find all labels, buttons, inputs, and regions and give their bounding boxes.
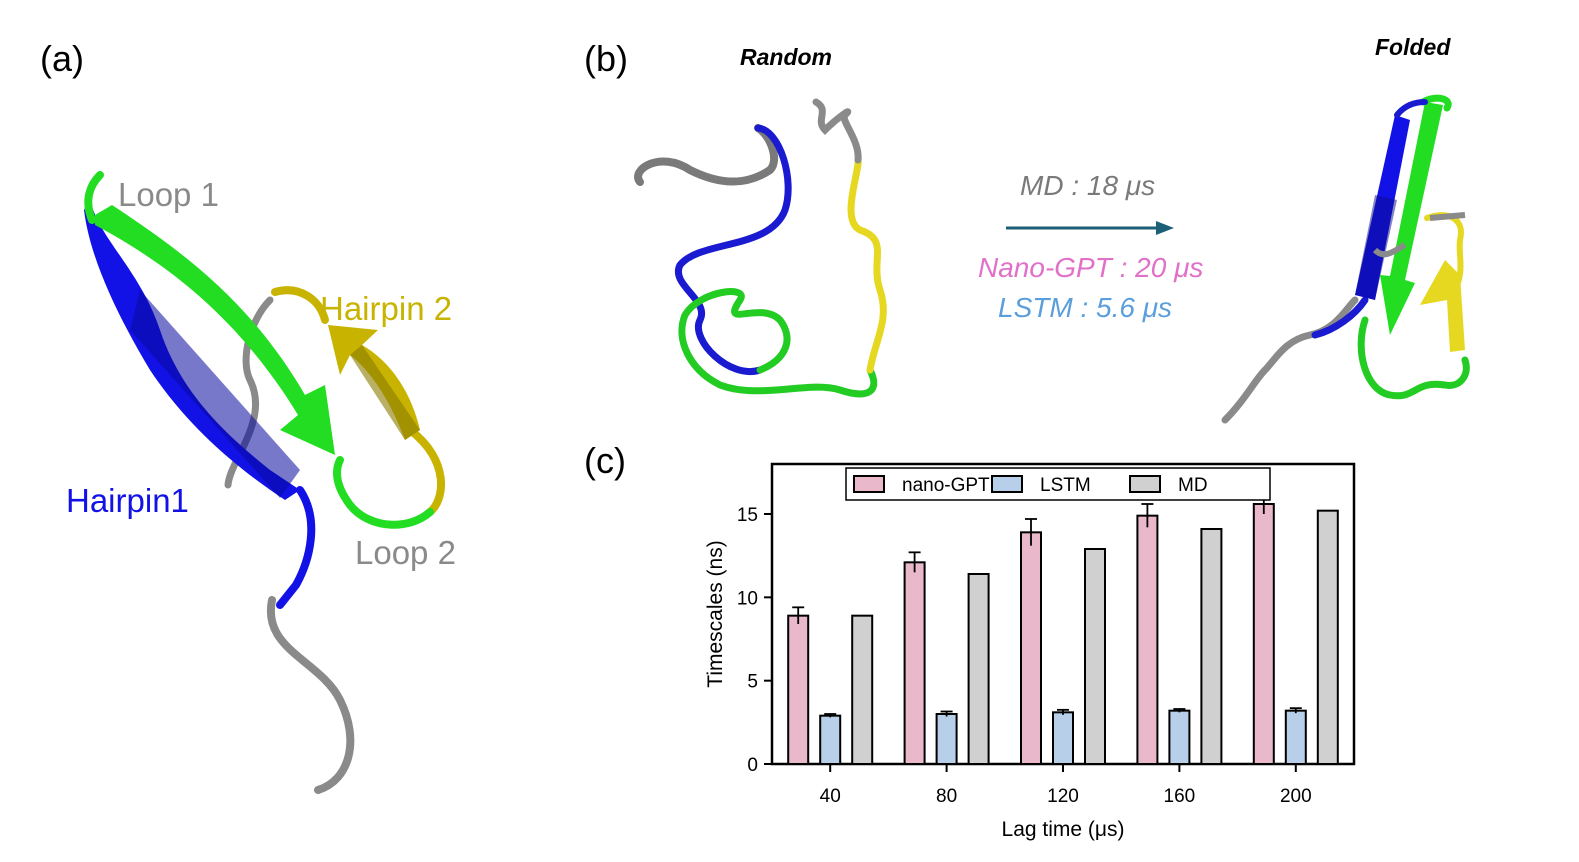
folded-structure bbox=[1221, 94, 1470, 424]
bar-md bbox=[851, 614, 874, 765]
y-tick-label: 15 bbox=[737, 505, 758, 526]
legend-label-md: MD bbox=[1178, 475, 1208, 496]
hairpin2-label: Hairpin 2 bbox=[320, 290, 453, 327]
bar-md bbox=[1316, 509, 1339, 765]
legend-swatch-md bbox=[1129, 475, 1161, 493]
panel-a-label: (a) bbox=[40, 38, 84, 79]
legend-swatch-lstm bbox=[991, 475, 1023, 493]
bar-nano-gpt bbox=[1136, 514, 1159, 765]
y-tick-label: 5 bbox=[747, 672, 758, 693]
bar-nano-gpt bbox=[1252, 503, 1275, 765]
panel-b-label: (b) bbox=[584, 38, 628, 79]
x-tick-label: 80 bbox=[936, 786, 957, 807]
loop2-label: Loop 2 bbox=[355, 534, 456, 571]
md-time-label: MD : 18 μs bbox=[1020, 170, 1156, 201]
loop1-label: Loop 1 bbox=[118, 176, 219, 213]
bar-md bbox=[967, 573, 990, 765]
x-tick-label: 120 bbox=[1047, 786, 1079, 807]
bar-lstm bbox=[819, 714, 842, 765]
folded-state-label: Folded bbox=[1375, 34, 1451, 60]
bar-nano-gpt bbox=[1020, 531, 1042, 766]
hairpin1-label: Hairpin1 bbox=[66, 482, 189, 519]
legend-label-nano-gpt: nano-GPT bbox=[902, 475, 990, 496]
y-tick-label: 10 bbox=[737, 588, 758, 609]
legend-label-lstm: LSTM bbox=[1040, 475, 1091, 496]
bar-lstm bbox=[935, 713, 958, 765]
timescales-bar-chart: 0 5 10 15 40 80 120 160 200 Lag time (μs) Timescal… bbox=[704, 462, 1356, 841]
bar-lstm bbox=[1052, 711, 1074, 766]
bar-nano-gpt bbox=[903, 561, 926, 766]
x-tick-label: 200 bbox=[1280, 786, 1312, 807]
panel-a-structure bbox=[84, 171, 445, 794]
y-tick-label: 0 bbox=[747, 755, 758, 776]
x-tick-label: 40 bbox=[820, 786, 841, 807]
x-tick-label: 160 bbox=[1164, 786, 1196, 807]
bar-md bbox=[1200, 528, 1223, 765]
bar-lstm bbox=[1168, 709, 1191, 765]
y-axis-label: Timescales (ns) bbox=[704, 540, 727, 687]
bar-nano-gpt bbox=[787, 614, 810, 765]
panel-c-label: (c) bbox=[584, 440, 626, 481]
lstm-time-label: LSTM : 5.6 μs bbox=[998, 292, 1173, 323]
random-coil-structure bbox=[634, 98, 887, 398]
nanogpt-time-label: Nano-GPT : 20 μs bbox=[978, 252, 1204, 283]
random-state-label: Random bbox=[740, 44, 832, 70]
folding-arrow bbox=[1006, 221, 1174, 235]
legend-swatch-nano-gpt bbox=[853, 475, 885, 493]
x-axis-label: Lag time (μs) bbox=[1002, 818, 1125, 841]
bar-lstm bbox=[1284, 709, 1307, 765]
legend-box bbox=[845, 467, 1271, 501]
bar-md bbox=[1084, 548, 1106, 765]
